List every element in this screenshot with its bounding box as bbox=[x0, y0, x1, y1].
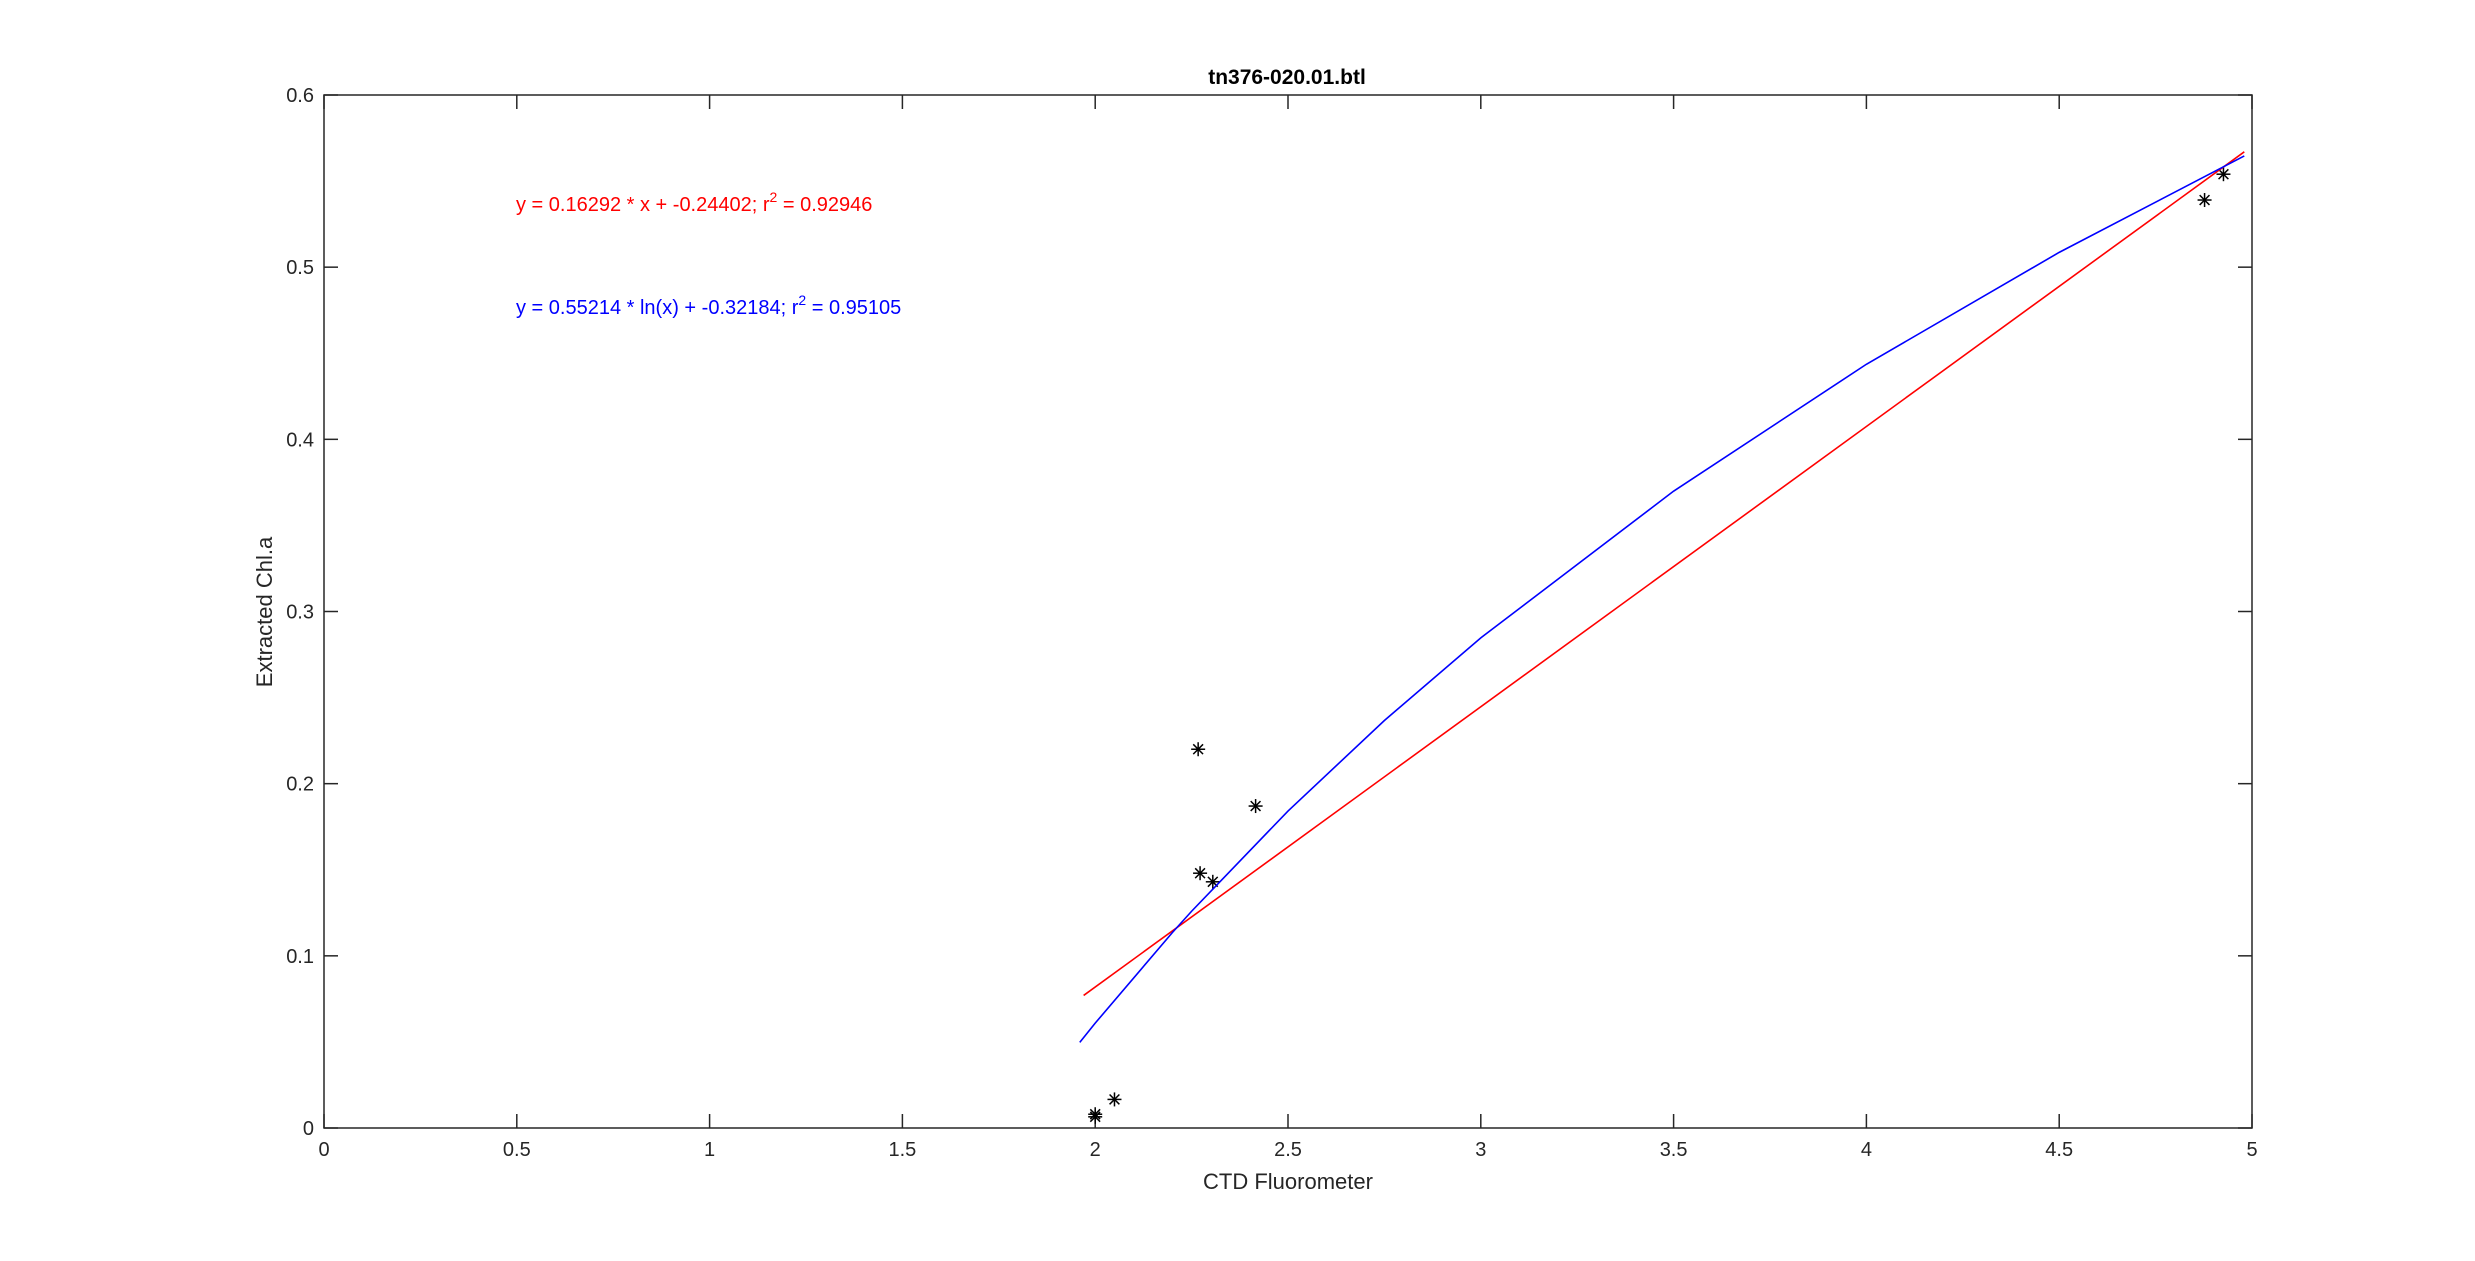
annotation-part: 2 bbox=[798, 292, 806, 308]
annotation-part: y = 0.55214 * ln(x) + -0.32184; r bbox=[516, 297, 799, 319]
plot-area bbox=[323, 94, 2253, 1129]
annotation-part: = 0.95105 bbox=[806, 297, 901, 319]
marker-stroke bbox=[2199, 194, 2211, 206]
x-tick-label: 3 bbox=[1475, 1139, 1486, 1161]
data-point bbox=[2216, 167, 2231, 182]
x-tick-label: 0.5 bbox=[503, 1139, 531, 1161]
x-axis-label: CTD Fluorometer bbox=[1203, 1169, 1373, 1194]
x-tick-label: 2.5 bbox=[1274, 1139, 1302, 1161]
x-tick-label: 5 bbox=[2246, 1139, 2257, 1161]
data-point bbox=[1193, 866, 1208, 881]
x-tick-label: 1.5 bbox=[888, 1139, 916, 1161]
y-tick-label: 0.4 bbox=[286, 429, 314, 451]
y-tick-label: 0 bbox=[303, 1118, 314, 1140]
marker-stroke bbox=[1192, 743, 1204, 755]
chart-title: tn376-020.01.btl bbox=[1208, 66, 1366, 89]
data-point bbox=[1107, 1092, 1122, 1107]
y-tick-label: 0.5 bbox=[286, 257, 314, 279]
x-tick-label: 4.5 bbox=[2045, 1139, 2073, 1161]
marker-stroke bbox=[1109, 1093, 1120, 1105]
y-tick-label: 0.6 bbox=[286, 85, 314, 107]
annotation: y = 0.55214 * ln(x) + -0.32184; r2 = 0.9… bbox=[516, 292, 901, 319]
annotation: y = 0.16292 * x + -0.24402; r2 = 0.92946 bbox=[516, 189, 872, 216]
y-axis-label: Extracted Chl.a bbox=[252, 536, 277, 687]
x-tick-label: 4 bbox=[1861, 1139, 1872, 1161]
data-point bbox=[2197, 193, 2212, 208]
fit-line bbox=[1083, 151, 2245, 997]
x-tick-label: 2 bbox=[1090, 1139, 1101, 1161]
annotation-part: y = 0.16292 * x + -0.24402; r bbox=[516, 194, 770, 216]
marker-stroke bbox=[1089, 1108, 1101, 1120]
marker-stroke bbox=[1194, 867, 1206, 879]
x-tick-label: 1 bbox=[704, 1139, 715, 1161]
fit-line bbox=[1079, 155, 2245, 1043]
marker-stroke bbox=[2218, 168, 2229, 180]
marker-stroke bbox=[1207, 876, 1219, 888]
data-point bbox=[1248, 799, 1263, 814]
data-point bbox=[1088, 1107, 1103, 1122]
y-tick-label: 0.1 bbox=[286, 946, 314, 968]
y-tick-label: 0.3 bbox=[286, 602, 314, 624]
annotation-part: 2 bbox=[770, 189, 778, 205]
x-tick-label: 3.5 bbox=[1660, 1139, 1688, 1161]
y-tick-label: 0.2 bbox=[286, 774, 314, 796]
data-point bbox=[1191, 742, 1206, 757]
x-tick-label: 0 bbox=[318, 1139, 329, 1161]
marker-stroke bbox=[1250, 800, 1262, 812]
annotation-part: = 0.92946 bbox=[777, 194, 872, 216]
